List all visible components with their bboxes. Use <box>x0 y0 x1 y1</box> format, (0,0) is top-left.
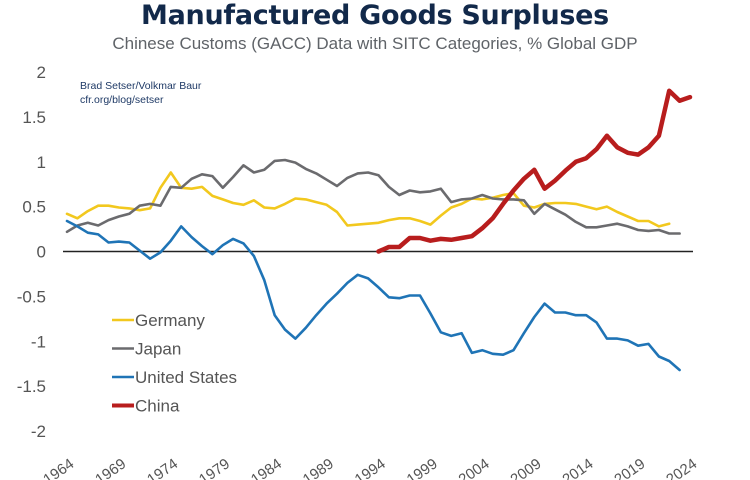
legend-label: Germany <box>135 311 205 330</box>
x-axis: 1964 1969 1974 1979 1984 1989 1994 1999 2004 2009… <box>40 455 700 480</box>
x-tick-label: 1999 <box>404 455 441 480</box>
x-tick-label: 2019 <box>611 455 648 480</box>
y-tick-label: -2 <box>31 422 46 441</box>
series-line-germany <box>65 171 671 228</box>
x-tick-label: 2004 <box>456 455 493 480</box>
x-tick-label: 1964 <box>40 455 77 480</box>
x-tick-label: 1974 <box>144 455 181 480</box>
legend-item-germany: Germany <box>112 311 205 330</box>
y-tick-label: 0 <box>37 243 46 262</box>
series-line-japan <box>65 158 681 235</box>
y-tick-label: 2 <box>37 63 46 82</box>
credit-author: Brad Setser/Volkmar Baur <box>80 80 202 92</box>
y-tick-label: 1.5 <box>22 108 46 127</box>
y-tick-label: -1.5 <box>17 377 46 396</box>
legend-label: China <box>135 397 180 416</box>
y-tick-label: 1 <box>37 153 46 172</box>
credit-url: cfr.org/blog/setser <box>80 94 164 106</box>
x-tick-label: 1979 <box>196 455 233 480</box>
x-tick-label: 1969 <box>92 455 129 480</box>
legend-item-china: China <box>112 397 180 416</box>
x-tick-label: 2014 <box>559 455 596 480</box>
x-tick-label: 2024 <box>663 455 700 480</box>
x-tick-label: 1984 <box>248 455 285 480</box>
x-tick-label: 1989 <box>300 455 337 480</box>
legend-item-japan: Japan <box>112 340 181 359</box>
y-tick-label: -0.5 <box>17 287 46 306</box>
x-tick-label: 1994 <box>352 455 389 480</box>
y-tick-label: 0.5 <box>22 198 46 217</box>
series-group <box>65 88 693 372</box>
x-tick-label: 2009 <box>507 455 544 480</box>
credit-note: Brad Setser/Volkmar Baur cfr.org/blog/se… <box>80 79 201 107</box>
y-axis: 2 1.5 1 0.5 0 -0.5 -1 -1.5 -2 <box>17 63 46 441</box>
chart-title: Manufactured Goods Surpluses <box>141 0 609 31</box>
chart-subtitle: Chinese Customs (GACC) Data with SITC Ca… <box>112 34 638 53</box>
y-tick-label: -1 <box>31 332 46 351</box>
series-line-china <box>376 88 693 254</box>
legend-label: United States <box>135 368 237 387</box>
series-line-united-states <box>65 219 681 372</box>
legend-item-united-states: United States <box>112 368 237 387</box>
legend: Germany Japan United States China <box>112 311 237 416</box>
legend-label: Japan <box>135 340 181 359</box>
